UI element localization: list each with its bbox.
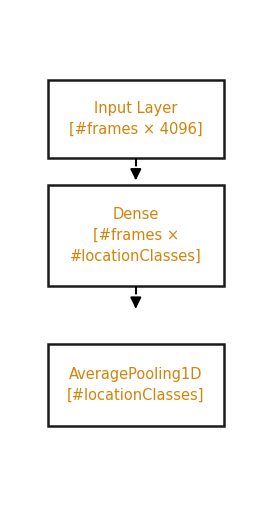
Text: AveragePooling1D
[#locationClasses]: AveragePooling1D [#locationClasses] [67, 367, 205, 403]
FancyBboxPatch shape [47, 80, 224, 158]
FancyBboxPatch shape [47, 344, 224, 426]
Text: Dense
[#frames ×
#locationClasses]: Dense [#frames × #locationClasses] [70, 207, 202, 264]
FancyBboxPatch shape [47, 185, 224, 286]
Text: Input Layer
[#frames × 4096]: Input Layer [#frames × 4096] [69, 101, 203, 137]
